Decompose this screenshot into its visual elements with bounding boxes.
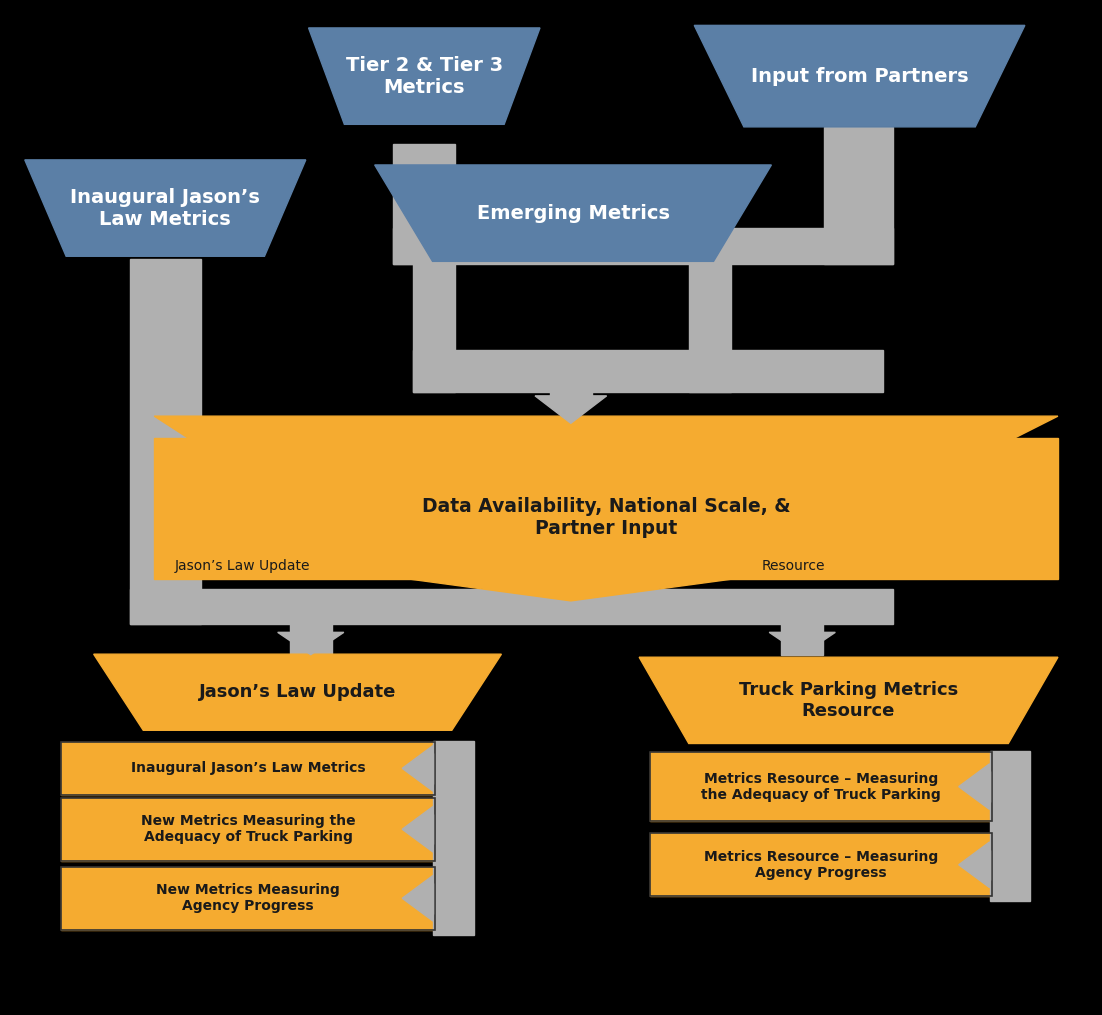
Polygon shape [689,264,731,392]
Polygon shape [402,875,433,922]
Polygon shape [769,632,835,655]
Polygon shape [94,655,501,731]
Polygon shape [413,264,455,392]
Bar [61,742,435,795]
Polygon shape [990,751,1030,901]
Polygon shape [130,589,893,624]
Polygon shape [433,741,474,935]
Text: Tier 2 & Tier 3
Metrics: Tier 2 & Tier 3 Metrics [346,56,503,96]
Text: Resource: Resource [761,559,825,573]
Text: Jason’s Law Update: Jason’s Law Update [175,559,310,573]
Polygon shape [290,624,332,655]
Polygon shape [824,127,893,264]
Polygon shape [292,624,329,632]
Polygon shape [61,798,435,861]
Text: New Metrics Measuring the
Adequacy of Truck Parking: New Metrics Measuring the Adequacy of Tr… [141,814,355,844]
Bar [61,867,435,930]
Polygon shape [278,632,344,655]
Text: Inaugural Jason’s
Law Metrics: Inaugural Jason’s Law Metrics [71,188,260,228]
Text: Truck Parking Metrics
Resource: Truck Parking Metrics Resource [739,681,958,720]
Polygon shape [781,624,823,655]
Polygon shape [536,396,606,423]
Polygon shape [393,144,455,264]
Polygon shape [154,438,1058,579]
Polygon shape [550,392,592,396]
Text: Metrics Resource – Measuring
Agency Progress: Metrics Resource – Measuring Agency Prog… [704,850,938,880]
Polygon shape [650,833,992,896]
Bar [650,833,992,896]
Text: Jason’s Law Update: Jason’s Law Update [198,683,397,701]
Polygon shape [959,842,990,887]
Polygon shape [24,159,305,256]
Polygon shape [130,259,201,624]
Text: Inaugural Jason’s Law Metrics: Inaugural Jason’s Law Metrics [131,761,365,775]
Bar [61,798,435,861]
Polygon shape [639,658,1058,743]
Text: New Metrics Measuring
Agency Progress: New Metrics Measuring Agency Progress [156,883,339,914]
Polygon shape [650,752,992,821]
Text: Data Availability, National Scale, &
Partner Input: Data Availability, National Scale, & Par… [422,497,790,538]
Text: Emerging Metrics: Emerging Metrics [476,204,670,222]
Polygon shape [402,745,433,792]
Polygon shape [154,416,1058,601]
Polygon shape [375,165,771,262]
Polygon shape [413,350,883,392]
Text: Input from Partners: Input from Partners [750,67,969,85]
Polygon shape [393,228,893,264]
Polygon shape [61,867,435,930]
Polygon shape [309,28,540,125]
Bar [650,752,992,821]
Text: Metrics Resource – Measuring
the Adequacy of Truck Parking: Metrics Resource – Measuring the Adequac… [701,771,941,802]
Polygon shape [694,25,1025,127]
Polygon shape [61,742,435,795]
Polygon shape [959,763,990,810]
Polygon shape [402,806,433,853]
Polygon shape [784,624,821,632]
